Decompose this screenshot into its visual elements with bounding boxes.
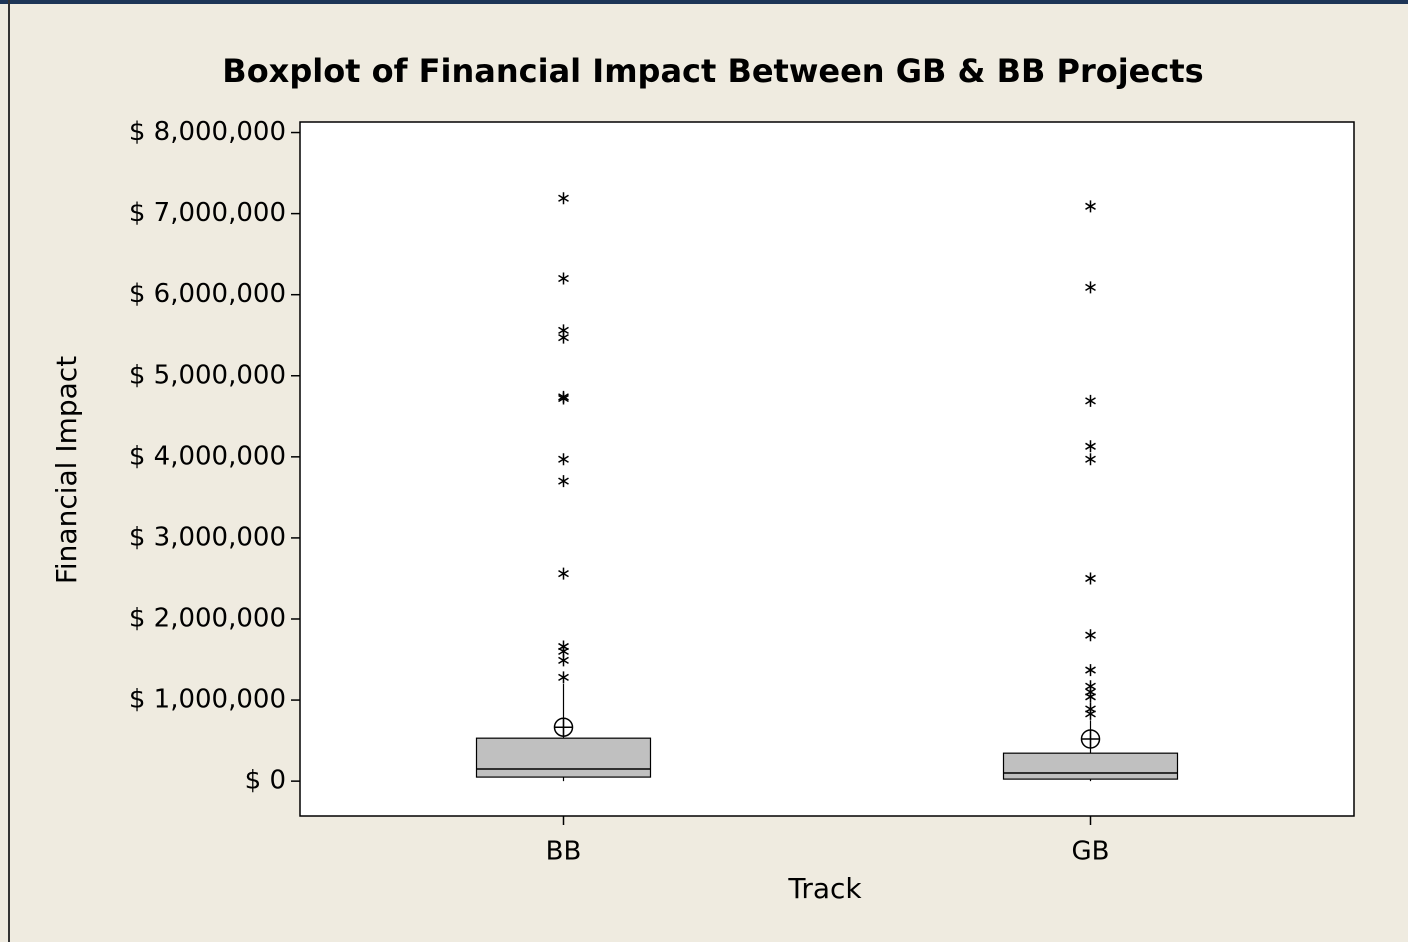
x-tick-label: BB [546, 837, 582, 867]
box [475, 737, 652, 778]
y-tick-label: $ 8,000,000 [129, 117, 286, 147]
outlier [558, 392, 569, 405]
box [1002, 752, 1179, 780]
x-tick-label: GB [1072, 837, 1110, 867]
outlier [1085, 629, 1096, 642]
outlier [558, 331, 569, 344]
y-tick-label: $ 5,000,000 [129, 360, 286, 390]
y-tick-label: $ 0 [245, 766, 286, 796]
outlier [558, 453, 569, 466]
outlier [558, 567, 569, 580]
x-axis-label: Track [787, 872, 862, 905]
outlier [1085, 453, 1096, 466]
outlier [558, 654, 569, 667]
outlier [1085, 707, 1096, 720]
y-tick-label: $ 7,000,000 [129, 198, 286, 228]
mean-cross [1081, 729, 1100, 748]
y-tick-label: $ 1,000,000 [129, 685, 286, 715]
outlier [1085, 664, 1096, 677]
chart-title: Boxplot of Financial Impact Between GB &… [222, 52, 1203, 90]
outlier [558, 475, 569, 488]
y-tick-label: $ 2,000,000 [129, 603, 286, 633]
outlier [1085, 690, 1096, 703]
outlier [1085, 394, 1096, 407]
outlier [1085, 572, 1096, 585]
outlier [558, 272, 569, 285]
outlier [558, 671, 569, 684]
y-tick-label: $ 4,000,000 [129, 441, 286, 471]
y-tick-label: $ 3,000,000 [129, 522, 286, 552]
outlier [558, 192, 569, 205]
y-tick-label: $ 6,000,000 [129, 279, 286, 309]
plot-area [299, 121, 1355, 817]
y-axis-label: Financial Impact [50, 356, 83, 584]
outlier [1085, 200, 1096, 213]
outlier [1085, 440, 1096, 453]
outlier [1085, 281, 1096, 294]
mean-cross [554, 718, 573, 737]
